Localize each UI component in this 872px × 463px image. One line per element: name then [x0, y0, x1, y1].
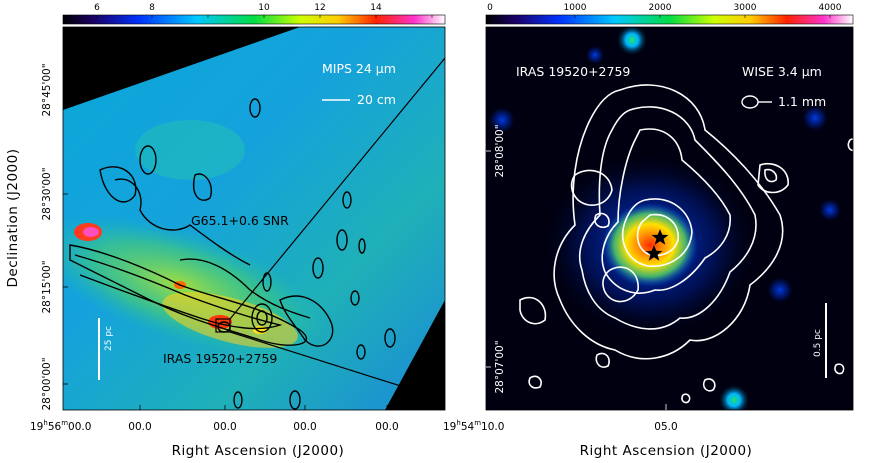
right-ytick-1: 28°07'00" [494, 340, 506, 393]
left-band-label: MIPS 24 μm [322, 61, 396, 76]
left-source-label: IRAS 19520+2759 [163, 351, 277, 366]
y-axis-title: Declination (J2000) [5, 149, 21, 288]
right-cb-tick-3: 3000 [734, 3, 757, 13]
left-cb-tick-0: 6 [94, 3, 100, 13]
right-xtick-0: 05.0 [654, 421, 677, 433]
left-xtick-3: 00.0 [293, 421, 316, 433]
left-ytick-2: 28°15'00" [41, 260, 53, 313]
left-ytick-3: 28°00'00" [41, 357, 53, 410]
right-cb-tick-0: 0 [487, 3, 493, 13]
right-band-label: WISE 3.4 μm [742, 64, 822, 79]
left-cb-tick-4: 14 [370, 3, 382, 13]
left-colorbar [62, 14, 446, 25]
right-contour-label: 1.1 mm [778, 94, 826, 109]
left-x-axis-title: Right Ascension (J2000) [172, 443, 345, 459]
right-ytick-0: 28°08'00" [494, 124, 506, 177]
right-cb-tick-4: 4000 [819, 3, 842, 13]
left-cb-tick-2: 10 [258, 3, 270, 13]
left-xtick-1: 00.0 [128, 421, 151, 433]
snr-label: G65.1+0.6 SNR [191, 213, 289, 228]
left-ytick-0: 28°45'00" [41, 63, 53, 116]
right-scalebar-label: 0.5 pc [813, 329, 823, 357]
left-xtick-4: 00.0 [375, 421, 398, 433]
left-ytick-1: 28°30'00" [41, 167, 53, 220]
left-contour-label: 20 cm [357, 92, 396, 107]
left-image [63, 27, 445, 410]
right-x-axis-title: Right Ascension (J2000) [580, 443, 753, 459]
right-image [486, 27, 853, 410]
right-cb-tick-2: 2000 [649, 3, 672, 13]
left-scalebar-label: 25 pc [104, 326, 114, 351]
right-colorbar [485, 14, 854, 25]
left-xtick-2: 00.0 [213, 421, 236, 433]
right-source-label: IRAS 19520+2759 [516, 64, 630, 79]
left-xtick-0: 19h56m00.0 [30, 419, 91, 433]
right-cb-tick-1: 1000 [564, 3, 587, 13]
left-cb-tick-3: 12 [314, 3, 325, 13]
left-xtick-5: 19h54m10.0 [443, 419, 504, 433]
left-cb-tick-1: 8 [149, 3, 155, 13]
